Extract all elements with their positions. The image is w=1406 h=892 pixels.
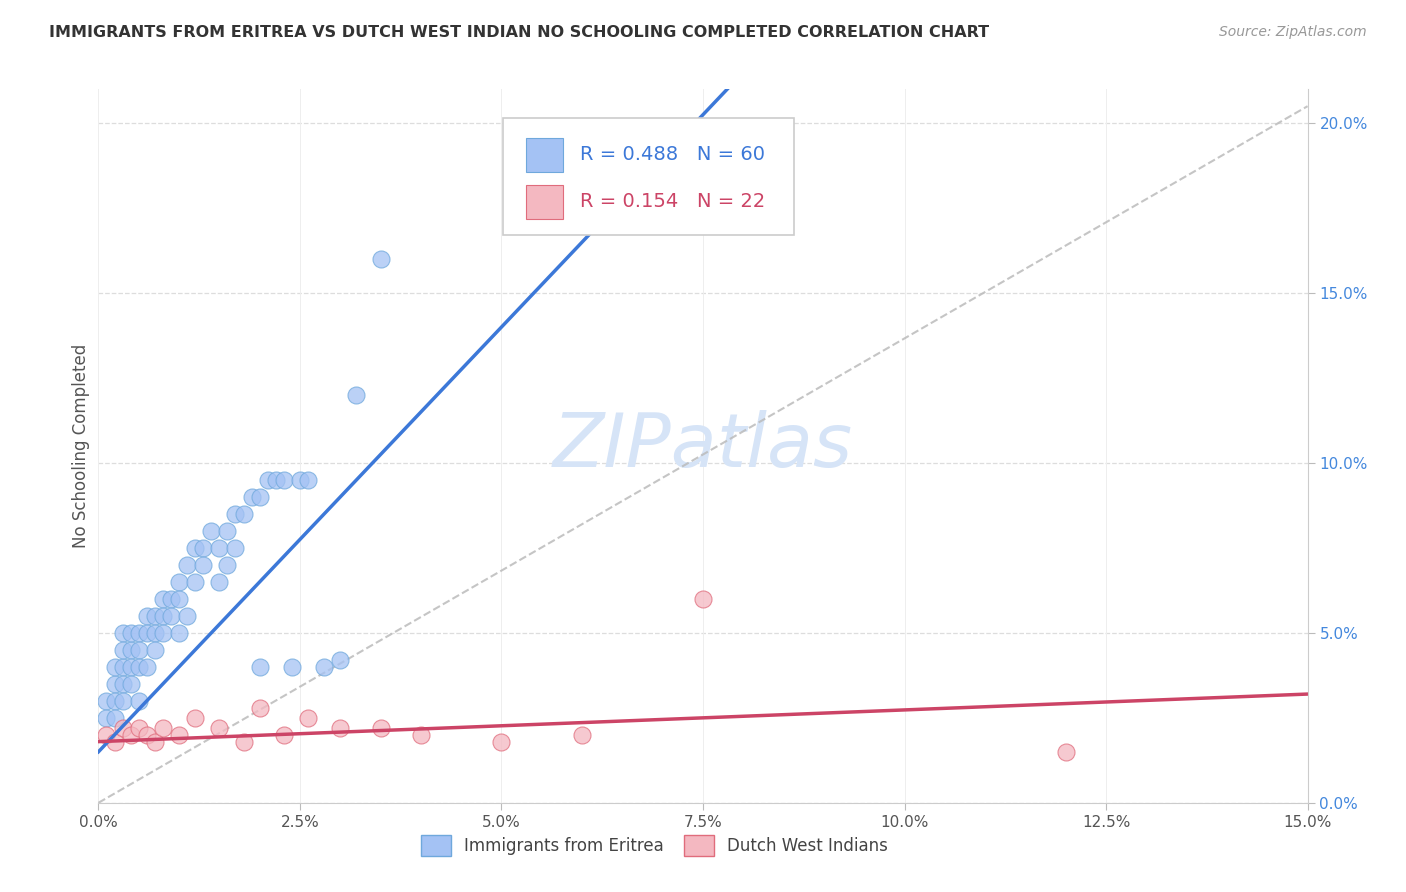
Bar bbox=[526, 137, 562, 172]
Point bbox=[224, 541, 246, 555]
Point bbox=[120, 660, 142, 674]
Point bbox=[1054, 745, 1077, 759]
Point bbox=[184, 574, 207, 589]
Point bbox=[152, 608, 174, 623]
Point bbox=[491, 734, 513, 748]
Point bbox=[208, 574, 231, 589]
Point bbox=[96, 694, 118, 708]
Point bbox=[128, 660, 150, 674]
Legend: Immigrants from Eritrea, Dutch West Indians: Immigrants from Eritrea, Dutch West Indi… bbox=[415, 829, 896, 863]
Point bbox=[103, 711, 125, 725]
Text: R = 0.154   N = 22: R = 0.154 N = 22 bbox=[579, 193, 765, 211]
Point bbox=[111, 677, 134, 691]
Point bbox=[409, 728, 432, 742]
Point bbox=[120, 728, 142, 742]
Point bbox=[329, 721, 352, 735]
Point bbox=[273, 728, 295, 742]
Point bbox=[264, 473, 287, 487]
Bar bbox=[526, 185, 562, 219]
Point bbox=[297, 473, 319, 487]
Point bbox=[167, 626, 190, 640]
Point bbox=[217, 558, 239, 572]
Point bbox=[200, 524, 222, 538]
Point bbox=[184, 711, 207, 725]
Point bbox=[240, 490, 263, 504]
Text: IMMIGRANTS FROM ERITREA VS DUTCH WEST INDIAN NO SCHOOLING COMPLETED CORRELATION : IMMIGRANTS FROM ERITREA VS DUTCH WEST IN… bbox=[49, 25, 990, 40]
Text: Source: ZipAtlas.com: Source: ZipAtlas.com bbox=[1219, 25, 1367, 39]
Y-axis label: No Schooling Completed: No Schooling Completed bbox=[72, 344, 90, 548]
Point bbox=[135, 728, 157, 742]
Point bbox=[143, 734, 166, 748]
Point bbox=[692, 591, 714, 606]
Point bbox=[135, 626, 157, 640]
Point bbox=[370, 721, 392, 735]
Point bbox=[111, 694, 134, 708]
Point bbox=[96, 728, 118, 742]
Point bbox=[96, 711, 118, 725]
Point bbox=[344, 388, 367, 402]
Point bbox=[160, 591, 183, 606]
Point bbox=[571, 728, 593, 742]
Point bbox=[143, 608, 166, 623]
Point bbox=[128, 721, 150, 735]
Point bbox=[128, 626, 150, 640]
Point bbox=[128, 694, 150, 708]
Point bbox=[103, 660, 125, 674]
Point bbox=[208, 541, 231, 555]
Point bbox=[111, 626, 134, 640]
Point bbox=[232, 734, 254, 748]
Point bbox=[120, 643, 142, 657]
Text: R = 0.488   N = 60: R = 0.488 N = 60 bbox=[579, 145, 765, 164]
Point bbox=[370, 252, 392, 266]
Point bbox=[232, 507, 254, 521]
Point bbox=[249, 490, 271, 504]
Point bbox=[297, 711, 319, 725]
Point bbox=[314, 660, 336, 674]
Point bbox=[167, 574, 190, 589]
Point bbox=[208, 721, 231, 735]
Point bbox=[103, 694, 125, 708]
Point bbox=[167, 591, 190, 606]
Point bbox=[273, 473, 295, 487]
Point bbox=[120, 626, 142, 640]
Point bbox=[135, 660, 157, 674]
Point bbox=[193, 558, 215, 572]
Point bbox=[103, 734, 125, 748]
Point bbox=[128, 643, 150, 657]
Point bbox=[135, 608, 157, 623]
Point bbox=[160, 608, 183, 623]
Point bbox=[193, 541, 215, 555]
Point bbox=[176, 558, 198, 572]
Point bbox=[143, 643, 166, 657]
Point bbox=[217, 524, 239, 538]
Point bbox=[111, 643, 134, 657]
Point bbox=[249, 700, 271, 714]
Point bbox=[184, 541, 207, 555]
Point bbox=[167, 728, 190, 742]
Point bbox=[103, 677, 125, 691]
Point bbox=[249, 660, 271, 674]
Point bbox=[256, 473, 278, 487]
Point bbox=[143, 626, 166, 640]
Point bbox=[120, 677, 142, 691]
FancyBboxPatch shape bbox=[503, 118, 794, 235]
Point bbox=[224, 507, 246, 521]
Point bbox=[329, 653, 352, 667]
Point bbox=[152, 591, 174, 606]
Text: ZIPatlas: ZIPatlas bbox=[553, 410, 853, 482]
Point bbox=[176, 608, 198, 623]
Point bbox=[111, 660, 134, 674]
Point bbox=[281, 660, 304, 674]
Point bbox=[288, 473, 311, 487]
Point bbox=[152, 626, 174, 640]
Point bbox=[152, 721, 174, 735]
Point bbox=[111, 721, 134, 735]
